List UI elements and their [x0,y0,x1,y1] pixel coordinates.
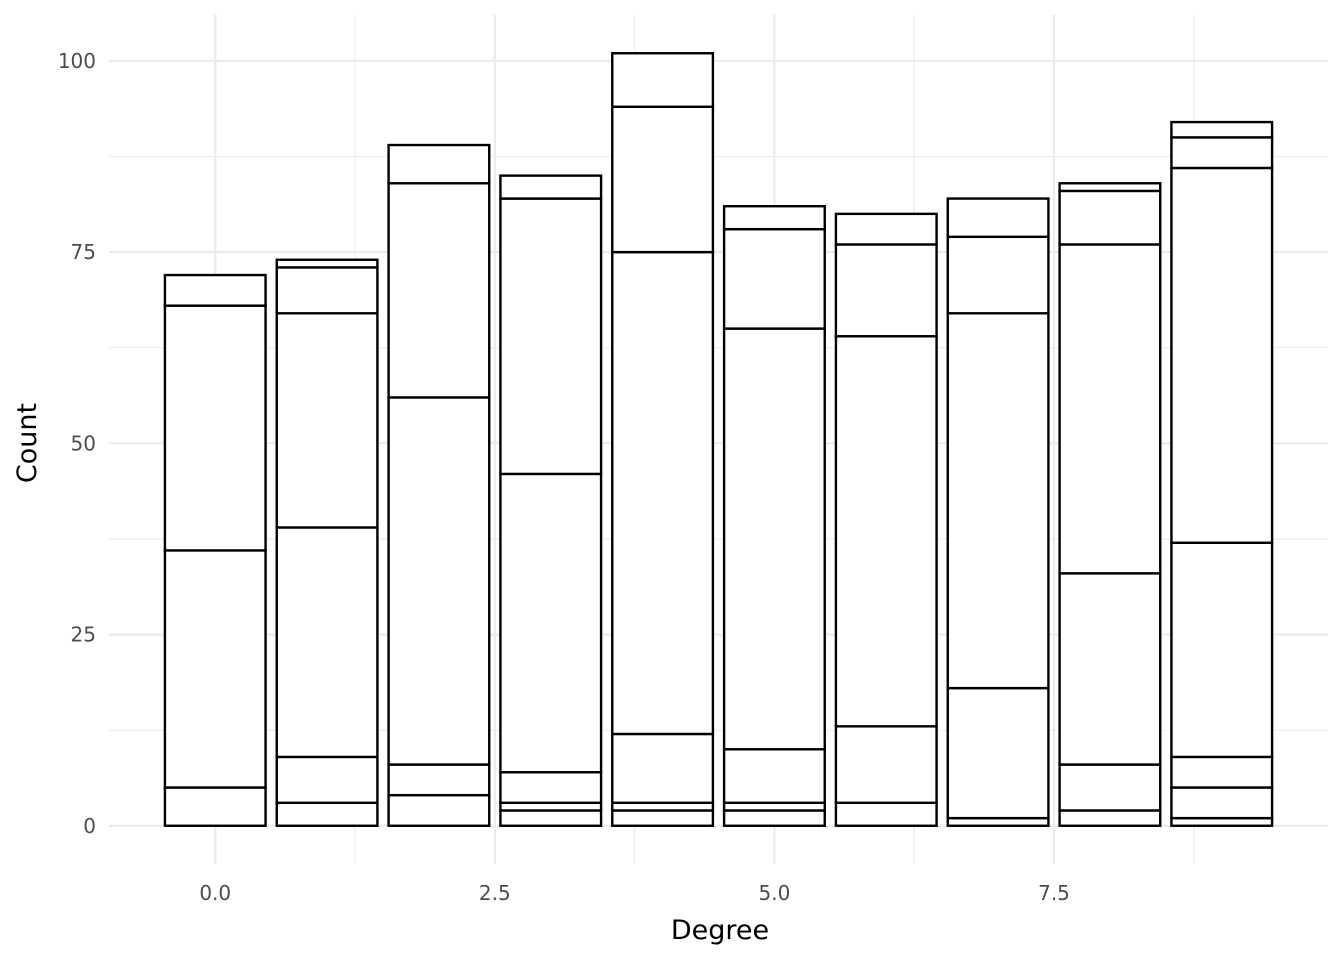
histogram-bar [1058,182,1162,827]
bar-segment [1058,243,1162,575]
histogram-bar [611,52,715,827]
y-tick-label: 0 [83,814,96,838]
bar-segment [275,526,379,759]
bar-segment [387,182,491,399]
bar-segment [1170,166,1274,544]
bar-segment [611,250,715,736]
bar-segment [1058,182,1162,193]
histogram-bar [946,197,1050,827]
histogram-bar [722,205,826,827]
x-tick-label: 2.5 [479,881,511,905]
bar-segment [1170,136,1274,170]
bar-segment [611,105,715,254]
bar-segment [499,174,603,200]
histogram-bar [834,212,938,827]
y-tick-label: 25 [71,623,96,647]
bar-segment [946,197,1050,239]
x-tick-label: 5.0 [759,881,791,905]
bar-segment [163,304,267,552]
bar-segment [834,243,938,338]
bar-segment [834,725,938,805]
y-tick-label: 50 [71,431,96,455]
bar-segment [499,809,603,827]
bar-segment [834,212,938,246]
bar-segment [499,197,603,476]
histogram-bar [163,273,267,827]
bar-segment [275,755,379,805]
bar-segment [722,327,826,751]
bar-segment [611,732,715,805]
y-tick-label: 100 [58,49,96,73]
bar-segment [1170,120,1274,139]
bar-segment [1170,541,1274,759]
bar-segment [722,809,826,827]
x-tick-label: 0.0 [199,881,231,905]
bar-segment [163,786,267,827]
bar-segment [722,205,826,231]
bar-segment [611,809,715,827]
bar-segment [946,235,1050,315]
histogram-bar [275,258,379,827]
bar-segment [499,472,603,774]
bar-segment [163,549,267,789]
bar-segment [722,748,826,805]
y-axis-ticks: 0 25 50 75 100 [58,49,96,838]
bar-segment [1058,572,1162,766]
histogram-bar [499,174,603,827]
x-tick-label: 7.5 [1038,881,1070,905]
bar-segment [387,763,491,797]
bar-segment [946,686,1050,820]
bar-segment [275,801,379,827]
bar-segment [387,793,491,827]
bars [163,52,1274,827]
bar-segment [1058,763,1162,812]
bar-segment [1058,189,1162,246]
y-axis-title: Count [12,403,43,483]
bar-segment [387,396,491,766]
x-axis-ticks: 0.0 2.5 5.0 7.5 [199,881,1070,905]
bar-segment [722,227,826,330]
bar-segment [834,335,938,728]
bar-segment [946,312,1050,690]
bar-segment [275,312,379,529]
x-axis-title: Degree [671,915,769,946]
bar-segment [275,266,379,315]
bar-segment [163,273,267,307]
bar-segment [834,801,938,827]
bar-segment [611,52,715,108]
bar-segment [1058,809,1162,827]
bar-segment [499,771,603,805]
bar-segment [275,258,379,269]
bar-segment [387,143,491,185]
histogram-bar [1170,120,1274,827]
bar-segment [1170,755,1274,789]
y-tick-label: 75 [71,240,96,264]
bar-segment [1170,786,1274,820]
histogram-bar [387,143,491,827]
